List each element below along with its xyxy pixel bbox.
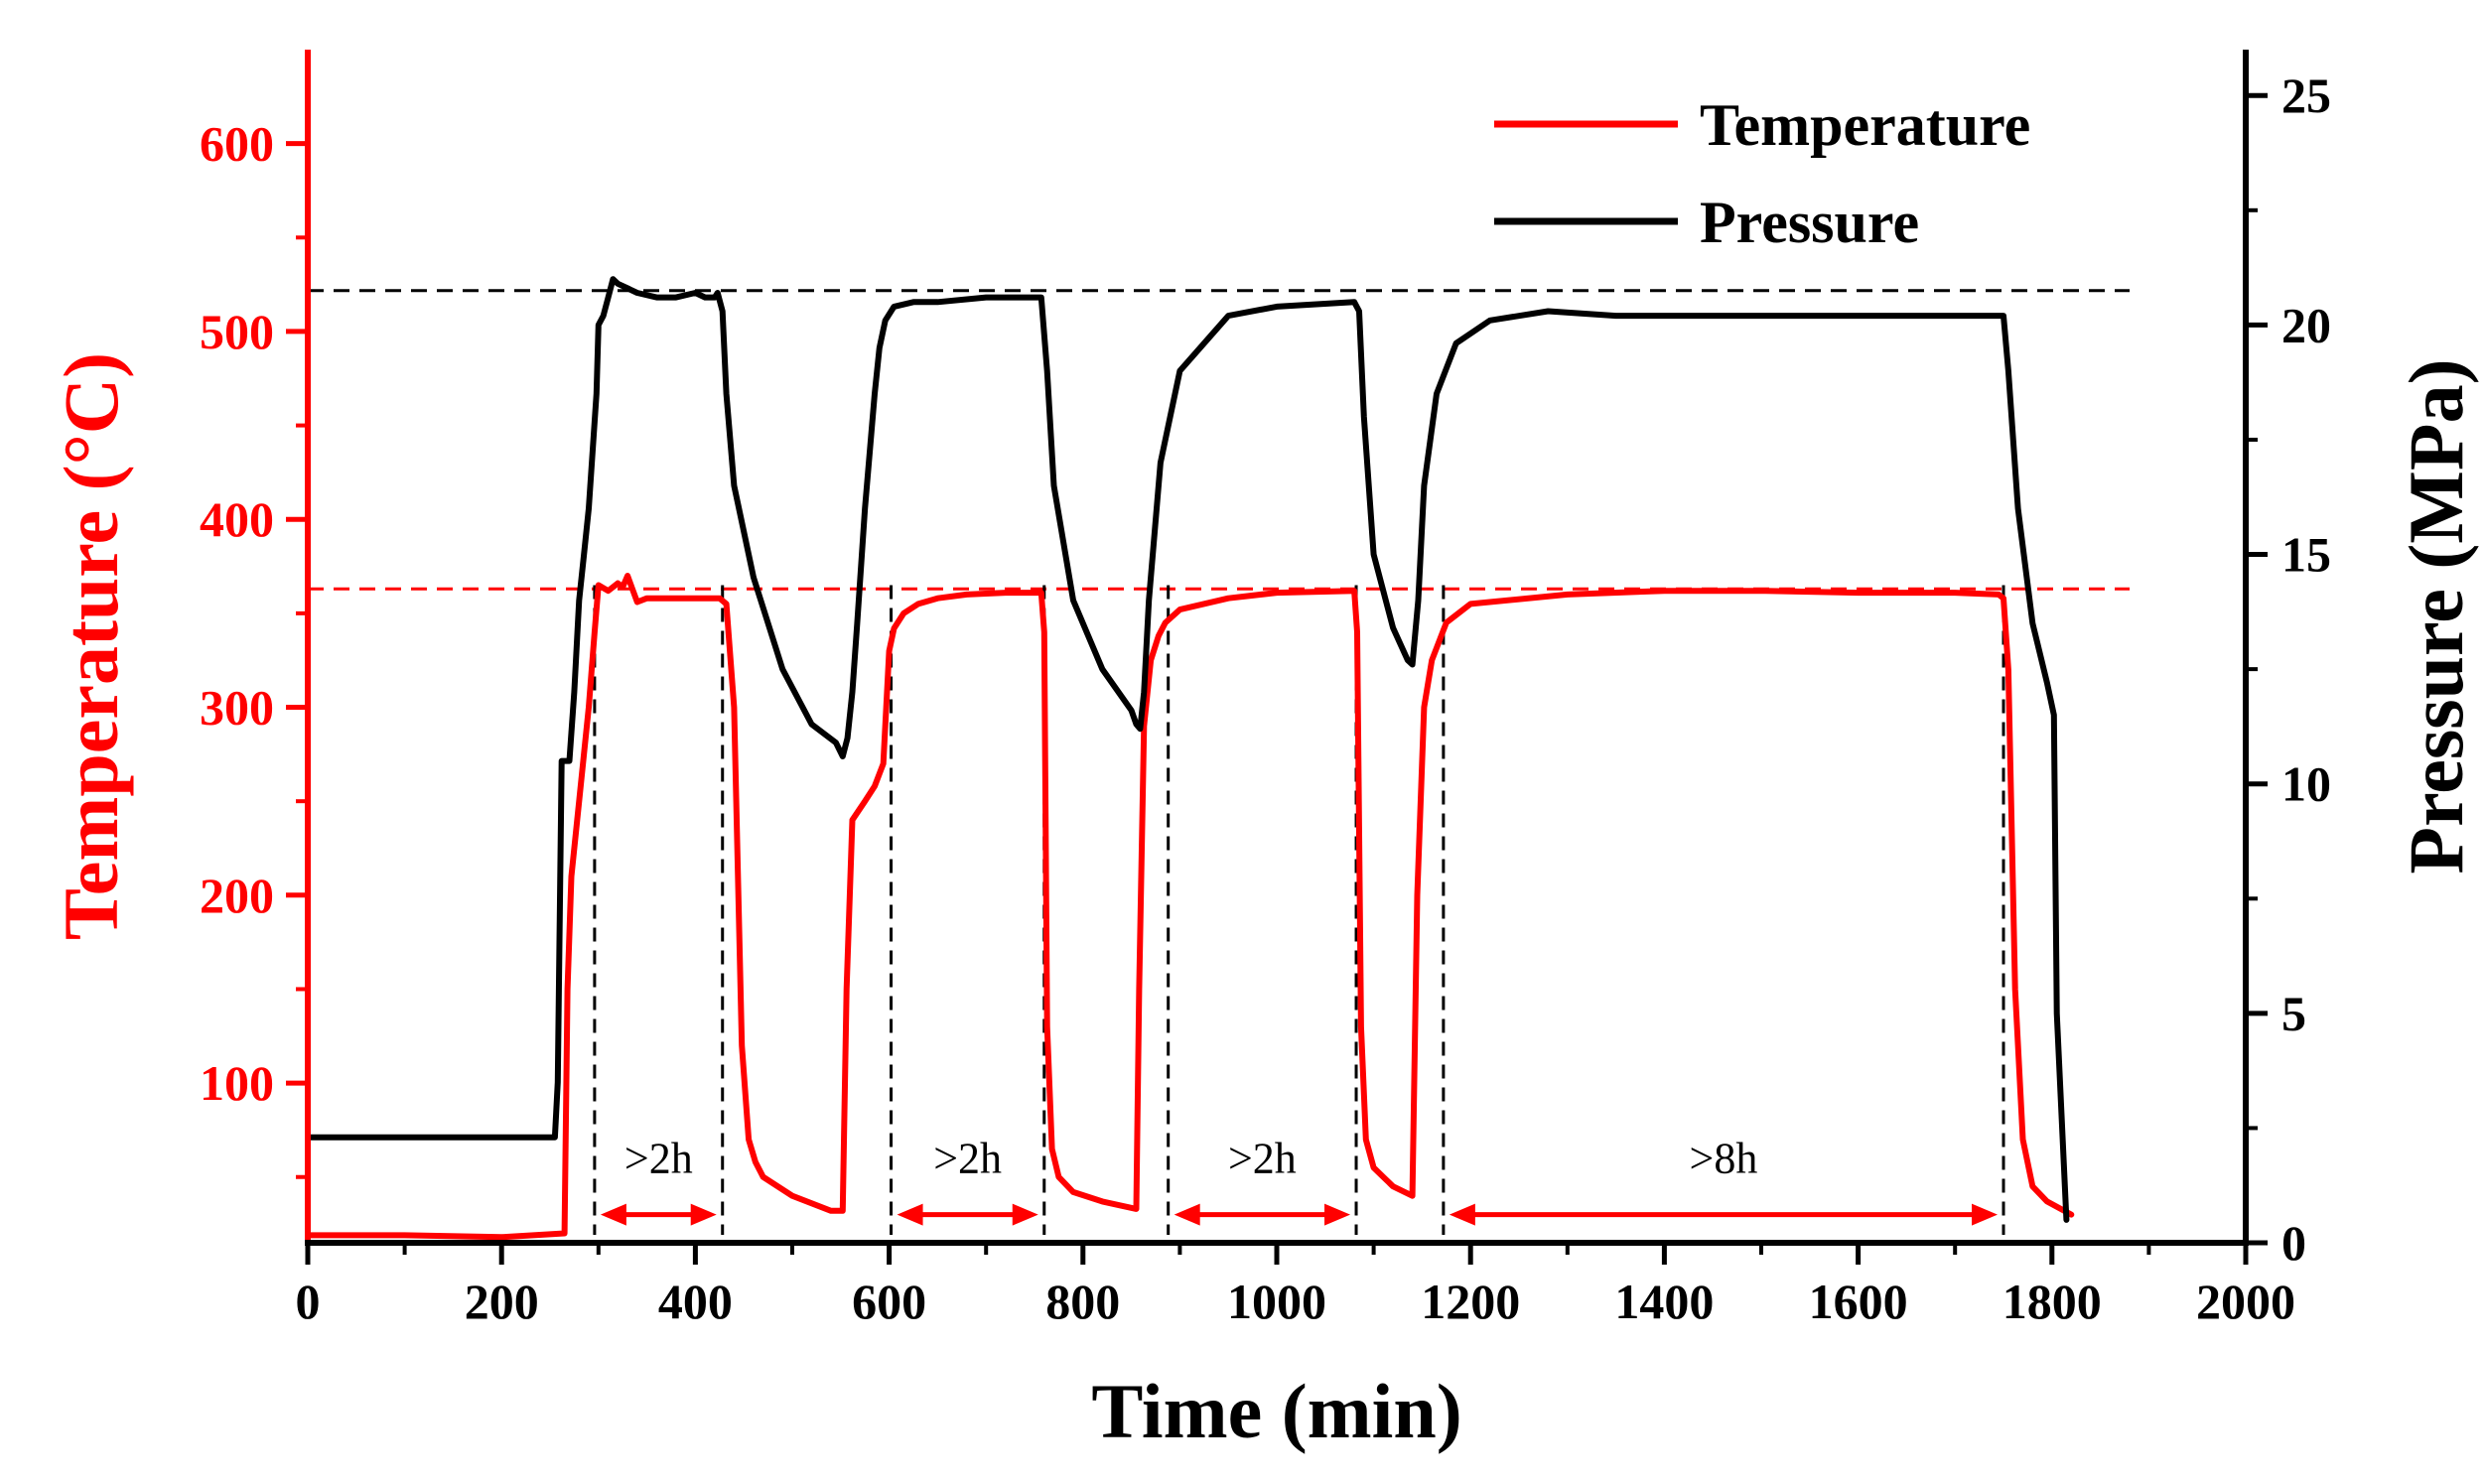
x-tick-label: 600 xyxy=(852,1274,926,1329)
hold-arrow-head-right xyxy=(1324,1203,1351,1226)
y-left-tick-label: 200 xyxy=(200,868,274,923)
y-left-tick-label: 100 xyxy=(200,1055,274,1111)
hold-period-label: >2h xyxy=(1228,1135,1297,1183)
hold-period-label: >2h xyxy=(933,1135,1002,1183)
y-right-tick-label: 25 xyxy=(2281,67,2331,123)
reference-lines xyxy=(308,289,2130,591)
x-tick-label: 0 xyxy=(296,1274,321,1329)
x-tick-label: 2000 xyxy=(2196,1274,2295,1329)
axes: 0 200 400 600 800 1000 1200 1400 1600 1800 2000100… xyxy=(48,50,2479,1454)
hold-arrow-head-left xyxy=(1449,1203,1475,1226)
series-line-pressure xyxy=(305,276,2070,1223)
x-tick-label: 400 xyxy=(658,1274,733,1329)
x-tick-label: 1400 xyxy=(1614,1274,1714,1329)
y-right-axis-title: Pressure (MPa) xyxy=(2393,358,2479,874)
hold-arrow-head-left xyxy=(600,1203,626,1226)
legend-label-temperature: Temperature xyxy=(1700,92,2030,158)
x-tick-label: 1600 xyxy=(1809,1274,1908,1329)
y-right-tick-label: 10 xyxy=(2281,756,2331,812)
x-tick-label: 1200 xyxy=(1421,1274,1520,1329)
y-right-tick-label: 15 xyxy=(2281,527,2331,583)
y-left-tick-label: 300 xyxy=(200,680,274,736)
x-tick-label: 200 xyxy=(465,1274,539,1329)
legend-label-pressure: Pressure xyxy=(1700,190,1919,255)
y-left-tick-label: 400 xyxy=(200,491,274,547)
x-axis-title: Time (min) xyxy=(1091,1368,1461,1454)
hold-arrow-head-right xyxy=(690,1203,717,1226)
hold-arrow-head-left xyxy=(897,1203,923,1226)
x-tick-label: 800 xyxy=(1045,1274,1120,1329)
x-tick-label: 1000 xyxy=(1227,1274,1326,1329)
y-left-tick-label: 600 xyxy=(200,116,274,172)
hold-period-label: >8h xyxy=(1690,1135,1758,1183)
legend: Temperature Pressure xyxy=(1494,92,2030,255)
y-right-tick-label: 0 xyxy=(2281,1215,2306,1271)
hold-arrow-head-right xyxy=(1012,1203,1038,1226)
y-right-tick-label: 5 xyxy=(2281,986,2306,1041)
series-line-temperature xyxy=(305,573,2075,1241)
hold-periods: >2h >2h >2h >8h xyxy=(593,585,2005,1235)
series-layer xyxy=(305,276,2075,1241)
y-left-tick-label: 500 xyxy=(200,304,274,359)
hold-arrow-head-left xyxy=(1174,1203,1200,1226)
x-tick-label: 1800 xyxy=(2003,1274,2102,1329)
hold-period-label: >2h xyxy=(624,1135,693,1183)
y-right-tick-label: 20 xyxy=(2281,297,2331,352)
y-left-axis-title: Temperature (°C) xyxy=(48,352,134,940)
hold-arrow-head-right xyxy=(1972,1203,1998,1226)
